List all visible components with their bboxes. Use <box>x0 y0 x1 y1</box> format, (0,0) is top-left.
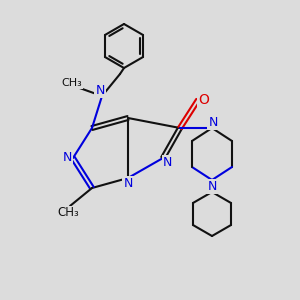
Text: N: N <box>207 180 217 193</box>
Text: N: N <box>163 156 172 169</box>
Text: CH₃: CH₃ <box>57 206 79 220</box>
Text: O: O <box>199 93 209 107</box>
Text: N: N <box>208 116 218 128</box>
Text: N: N <box>63 151 72 164</box>
Text: N: N <box>95 83 105 97</box>
Text: N: N <box>123 177 133 190</box>
Text: CH₃: CH₃ <box>61 78 82 88</box>
